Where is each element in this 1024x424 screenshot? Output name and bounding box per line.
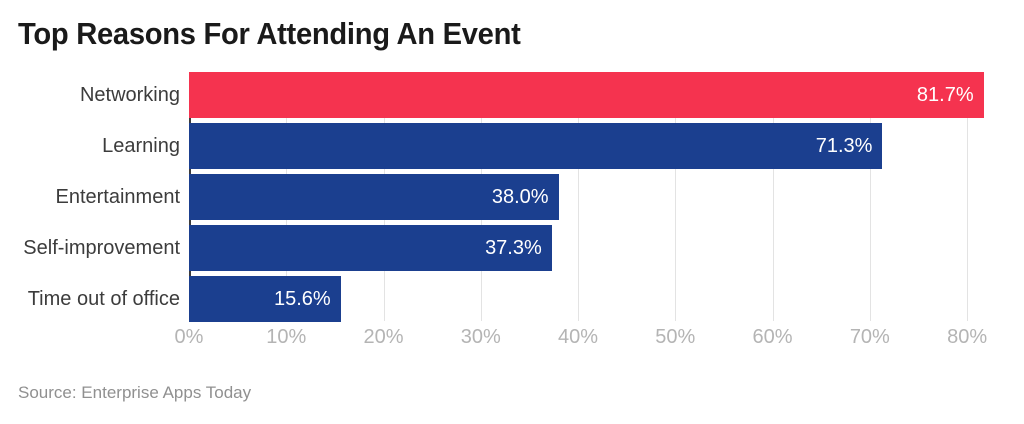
bar-value-label: 37.3% bbox=[485, 237, 542, 259]
chart-title: Top Reasons For Attending An Event bbox=[18, 16, 521, 51]
x-tick-label: 20% bbox=[363, 326, 404, 348]
bars-layer: 81.7% 71.3% 38.0% 37.3% 15.6% bbox=[189, 72, 1006, 322]
bar-row: 15.6% bbox=[189, 276, 1006, 322]
bar[interactable]: 81.7% bbox=[189, 72, 984, 118]
bar-value-label: 71.3% bbox=[815, 135, 873, 157]
category-label: Time out of office bbox=[27, 288, 180, 310]
source-note: Source: Enterprise Apps Today bbox=[18, 383, 252, 402]
bar-row: 71.3% bbox=[189, 123, 1006, 169]
bar[interactable]: 37.3% bbox=[189, 225, 552, 271]
x-tick-label: 30% bbox=[460, 326, 501, 348]
bar[interactable]: 15.6% bbox=[189, 276, 341, 322]
x-tick-label: 80% bbox=[947, 326, 988, 348]
x-tick-label: 10% bbox=[266, 326, 307, 348]
x-tick-label: 70% bbox=[849, 326, 890, 348]
x-tick-label: 40% bbox=[558, 326, 599, 348]
plot-area: 81.7% 71.3% 38.0% 37.3% 15.6% bbox=[189, 72, 1006, 322]
bar-row: 81.7% bbox=[189, 72, 1006, 118]
bar-value-label: 81.7% bbox=[916, 84, 974, 106]
x-tick-label: 0% bbox=[174, 326, 204, 348]
category-label: Networking bbox=[79, 84, 180, 106]
bar-row: 38.0% bbox=[189, 174, 1006, 220]
x-tick-label: 50% bbox=[655, 326, 696, 348]
bar[interactable]: 38.0% bbox=[189, 174, 559, 220]
category-label: Entertainment bbox=[55, 186, 180, 208]
x-axis-tick-labels: 0% 10% 20% 30% 40% 50% 60% 70% 80% bbox=[175, 326, 1006, 356]
bar[interactable]: 71.3% bbox=[189, 123, 883, 169]
y-axis-category-labels: Networking Learning Entertainment Self-impr… bbox=[0, 72, 180, 321]
bar-row: 37.3% bbox=[189, 225, 1006, 271]
category-label: Learning bbox=[102, 135, 180, 157]
category-label: Self-improvement bbox=[23, 237, 180, 259]
x-tick-label: 60% bbox=[752, 326, 793, 348]
bar-value-label: 15.6% bbox=[274, 288, 331, 310]
bar-value-label: 38.0% bbox=[491, 186, 549, 208]
